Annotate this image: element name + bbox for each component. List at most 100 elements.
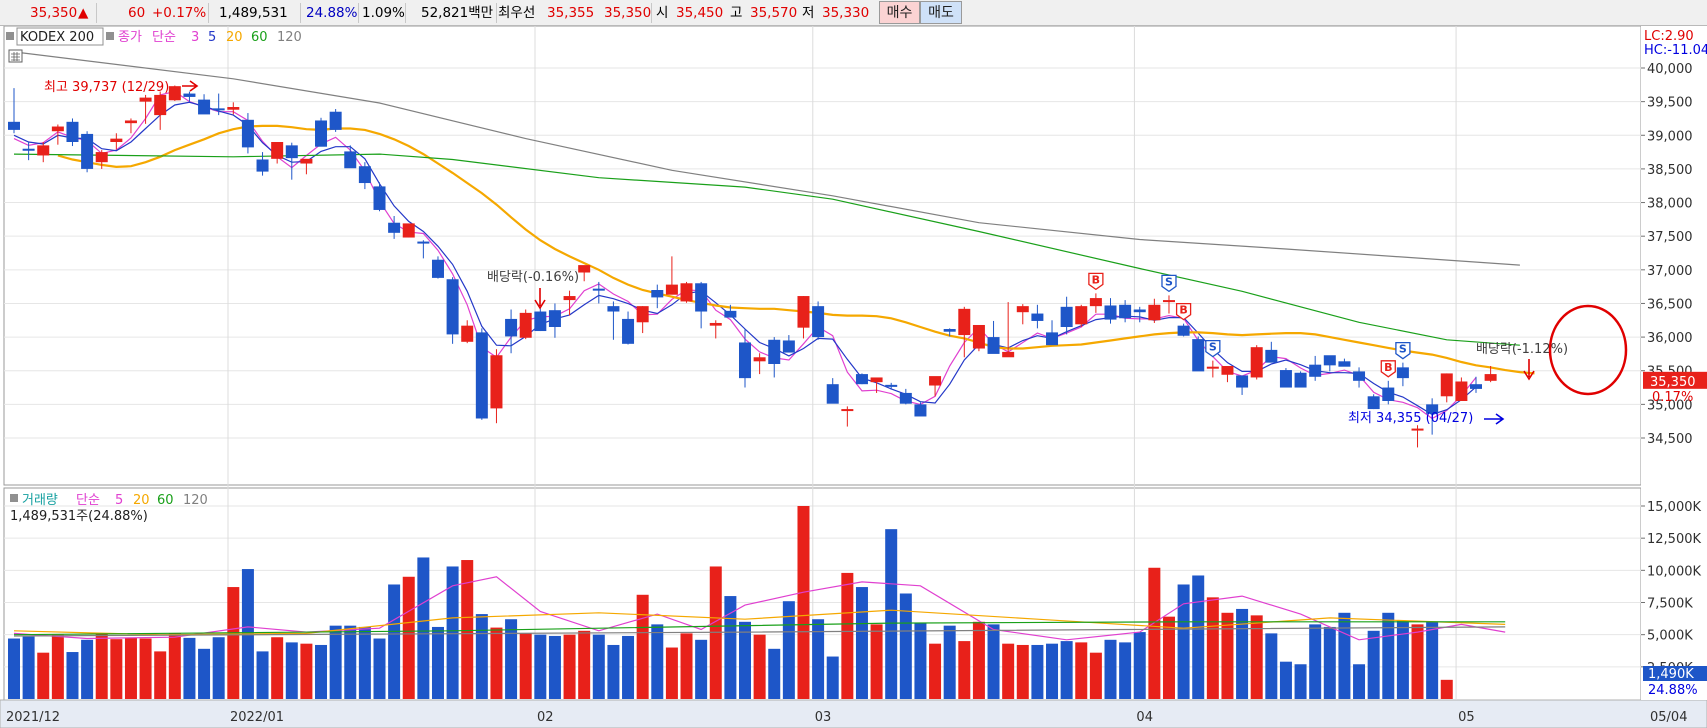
volume-bar — [461, 560, 474, 699]
volume-bar — [388, 584, 401, 699]
signal-marker-shape — [1175, 302, 1192, 321]
volume-bar — [1396, 620, 1409, 699]
volume-bar — [548, 635, 561, 699]
legend-volume-ma-type: 단순 — [76, 493, 100, 508]
volume-bar — [972, 621, 985, 699]
candle — [1177, 323, 1190, 337]
candle — [1148, 298, 1161, 323]
candle-body — [826, 384, 839, 404]
volume-bar — [66, 652, 79, 699]
volume-summary: 1,489,531주(24.88%) — [10, 509, 148, 524]
candle-body — [22, 148, 35, 151]
candle-body — [636, 306, 649, 323]
volume-bar — [475, 614, 488, 699]
legend-ma120: 120 — [277, 30, 302, 45]
volume-bar — [870, 624, 883, 699]
volume-bar — [1133, 632, 1146, 699]
buy-signal-marker: B — [1175, 302, 1192, 321]
candle-body — [1411, 428, 1424, 431]
legend-ma-type: 단순 — [152, 30, 176, 45]
sell-signal-marker: S — [1205, 339, 1221, 358]
candle — [1426, 398, 1439, 435]
candle — [1338, 358, 1351, 367]
candle — [548, 303, 561, 338]
candle — [431, 256, 444, 279]
candle — [37, 142, 50, 163]
candle-body — [914, 404, 927, 417]
ma-120-line — [13, 51, 1520, 266]
candle-body — [505, 318, 518, 337]
signal-marker-shape — [1380, 360, 1396, 378]
candle — [1016, 304, 1029, 325]
volume-bar — [315, 644, 328, 699]
candle-body — [271, 142, 284, 159]
legend-ma60: 60 — [251, 30, 268, 45]
candle-body — [592, 288, 605, 291]
volume-bar — [168, 633, 181, 699]
candle-body — [651, 290, 664, 298]
sell-button[interactable]: 매도 — [920, 1, 962, 24]
candle — [958, 306, 971, 358]
candle-body — [1119, 304, 1132, 319]
volume-bar — [812, 619, 825, 699]
volume-bar — [358, 626, 371, 699]
low-arrow-icon — [1484, 413, 1505, 425]
buy-signal-marker: B — [1380, 360, 1396, 378]
buy-button[interactable]: 매수 — [879, 1, 920, 24]
volume-bar — [1119, 642, 1132, 699]
signal-marker-label: S — [1165, 275, 1173, 288]
volume-bar — [22, 636, 35, 699]
volume-bar — [198, 648, 211, 699]
candle — [505, 309, 518, 354]
candle — [1455, 377, 1468, 401]
trade-volume: 1,489,531 — [219, 5, 288, 21]
candle-body — [124, 120, 137, 124]
candle — [1046, 320, 1059, 346]
date-label: 02 — [537, 710, 554, 725]
volume-bar — [855, 587, 868, 699]
legend-ma20: 20 — [226, 30, 243, 45]
candle — [1133, 306, 1146, 323]
candle — [285, 142, 298, 180]
candle-body — [855, 374, 868, 385]
ma-20-line — [57, 124, 1535, 375]
volume-tick-label: 7,500K — [1647, 597, 1693, 612]
ma-5-line — [13, 101, 1477, 416]
candle — [388, 216, 401, 239]
volume-bar — [344, 625, 357, 699]
candle — [402, 223, 415, 238]
candle-body — [1470, 384, 1482, 389]
volume-bar — [987, 624, 1000, 699]
candle-body — [300, 158, 313, 164]
volume-bar — [490, 627, 503, 699]
candle — [1309, 355, 1322, 381]
volume-bar — [139, 638, 152, 699]
candle-body — [1279, 370, 1292, 388]
candle — [1265, 341, 1278, 363]
price-tick-label: 39,500 — [1647, 96, 1693, 111]
candle-body — [1367, 396, 1380, 410]
legend-ma3: 3 — [191, 30, 199, 45]
candle — [1382, 380, 1395, 405]
candle — [943, 328, 956, 337]
legend-volume-label: 거래량 — [22, 493, 58, 508]
candle-body — [1133, 309, 1146, 313]
candle-body — [739, 342, 751, 379]
candle-body — [724, 310, 737, 318]
calculator-icon[interactable] — [8, 49, 23, 63]
candle-body — [665, 284, 678, 295]
candle — [475, 328, 488, 420]
volume-bar — [1338, 612, 1351, 699]
low-annotation: 최저 34,355 (04/27) — [1348, 411, 1473, 426]
symbol-box[interactable] — [16, 27, 104, 46]
candle — [1323, 355, 1336, 372]
candle-body — [358, 166, 371, 184]
volume-bar — [1031, 644, 1044, 699]
candle — [315, 117, 328, 147]
date-label: 2022/01 — [230, 710, 284, 725]
candle-body — [1206, 366, 1219, 369]
candle — [1411, 425, 1424, 448]
candle-body — [943, 329, 956, 332]
candle-body — [285, 145, 298, 159]
